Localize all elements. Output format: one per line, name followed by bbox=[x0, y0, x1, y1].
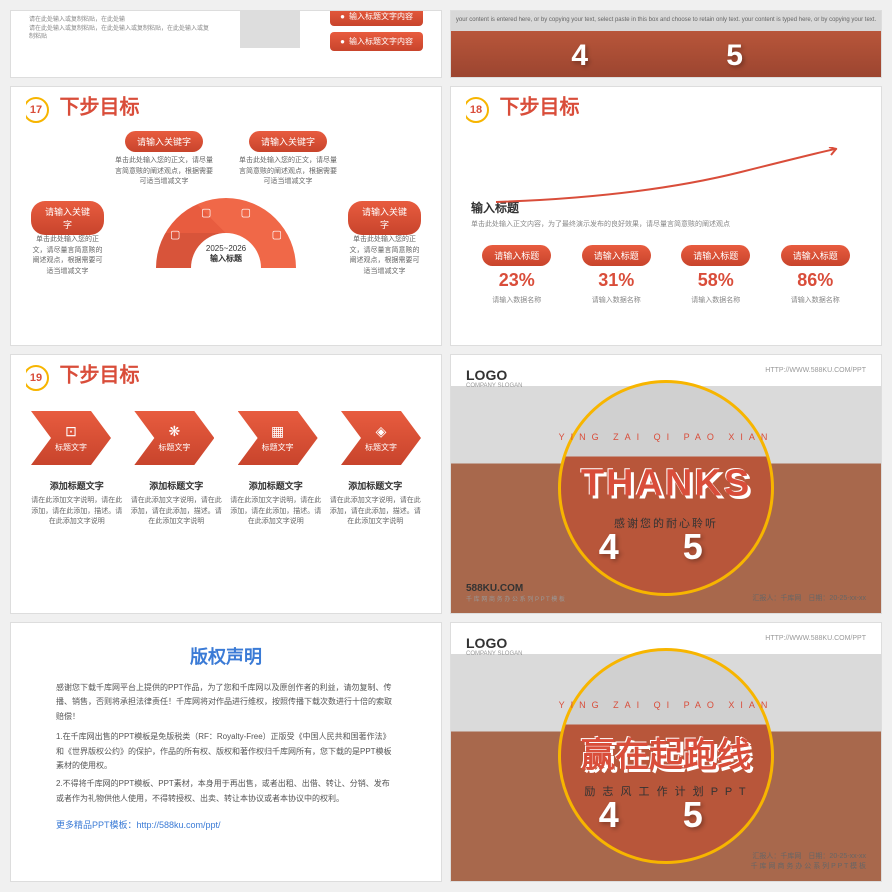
desc: 请在此处输入或复制粘贴，在此处输 bbox=[29, 17, 125, 23]
desc: 单击此处输入您的正文，请尽量言简意赅的阐述观点，根据需要可适当增减文字 bbox=[114, 156, 214, 188]
caption: your content is entered here, or by copy… bbox=[451, 17, 881, 25]
reporter: 汇报人：千库网 日期：20-25-xx-xx千 库 网 商 务 办 公 系 列 … bbox=[751, 851, 866, 871]
notice-link[interactable]: 更多精品PPT模板：http://588ku.com/ppt/ bbox=[11, 818, 441, 831]
col-1: 添加标题文字请在此添加文字说明，请在此添加，请在此添加，描述。请在此添加文字说明 bbox=[31, 479, 123, 528]
chevron-2: ❋标题文字 bbox=[134, 411, 214, 465]
slide-19: 19 下步目标 ⊡标题文字 ❋标题文字 ▦标题文字 ◈标题文字 添加标题文字请在… bbox=[10, 354, 442, 614]
col-3: 添加标题文字请在此添加文字说明，请在此添加，请在此添加，描述。请在此添加文字说明 bbox=[230, 479, 322, 528]
slide-badge: 18 bbox=[463, 97, 489, 123]
button-1[interactable]: ● 输入标题文字内容 bbox=[330, 10, 423, 26]
logo: LOGOCOMPANY SLOGAN bbox=[466, 367, 522, 389]
col-4: 请输入关键字 单击此处输入您的正文，请尽量言简意赅的阐述观点，根据需要可适当增减… bbox=[348, 131, 421, 277]
col-1: 请输入关键字 单击此处输入您的正文，请尽量言简意赅的阐述观点，根据需要可适当增减… bbox=[31, 131, 104, 277]
pill: 请输入关键字 bbox=[31, 201, 104, 235]
logo: LOGOCOMPANY SLOGAN bbox=[466, 635, 522, 657]
pinyin: YING ZAI QI PAO XIAN bbox=[559, 700, 774, 710]
desc: 单击此处输入您的正文，请尽量言简意赅的阐述观点，根据需要可适当增减文字 bbox=[348, 235, 421, 277]
thanks-sub: 感谢您的耐心聆听 bbox=[614, 515, 718, 531]
lane-num: 5 bbox=[726, 39, 743, 73]
slide-15-partial: 请在此处输入或复制粘贴，在此处输 请在此处输入或复制粘贴，在此处输入或复制粘贴，… bbox=[10, 10, 442, 78]
desc: 单击此处输入您的正文，请尽量言简意赅的阐述观点，根据需要可适当增减文字 bbox=[31, 235, 104, 277]
desc: 单击此处输入您的正文，请尽量言简意赅的阐述观点，根据需要可适当增减文字 bbox=[238, 156, 338, 188]
lane-num: 4 bbox=[571, 39, 588, 73]
stat-2: 请输入标题31%请输入数据名称 bbox=[571, 245, 663, 305]
stat-4: 请输入标题86%请输入数据名称 bbox=[770, 245, 862, 305]
stat-1: 请输入标题23%请输入数据名称 bbox=[471, 245, 563, 305]
slide-thanks: LOGOCOMPANY SLOGAN HTTP://WWW.588KU.COM/… bbox=[450, 354, 882, 614]
pinyin: YING ZAI QI PAO XIAN bbox=[559, 432, 774, 442]
slide-title: 下步目标 bbox=[59, 365, 139, 387]
notice-p3: 2.不得将千库网的PPT模板、PPT素材，本身用于再出售，或者出租、出借、转让、… bbox=[11, 777, 441, 806]
image-placeholder bbox=[240, 10, 300, 48]
reporter: 汇报人：千库网 日期：20-25-xx-xx bbox=[752, 593, 866, 603]
pill: 请输入关键字 bbox=[125, 131, 203, 152]
slide-title: 下步目标 bbox=[59, 97, 139, 119]
notice-title: 版权声明 bbox=[11, 643, 441, 669]
pill: 请输入关键字 bbox=[348, 201, 421, 235]
slide-17: 17 下步目标 请输入关键字 单击此处输入您的正文，请尽量言简意赅的阐述观点，根… bbox=[10, 86, 442, 346]
notice-p1: 感谢您下载千库网平台上提供的PPT作品，为了您和千库网以及原创作者的利益，请勿复… bbox=[11, 681, 441, 724]
ku-brand: 588KU.COM千 库 网 商 务 办 公 系 列 P P T 模 板 bbox=[466, 583, 565, 603]
notice-p2: 1.在千库网出售的PPT模板是免版税类（RF：Royalty-Free）正版受《… bbox=[11, 730, 441, 773]
desc: 请在此处输入或复制粘贴，在此处输入或复制粘贴，在此处输入或复制粘贴 bbox=[29, 26, 209, 40]
slide-badge: 19 bbox=[23, 365, 49, 391]
chevron-4: ◈标题文字 bbox=[341, 411, 421, 465]
col-2: 添加标题文字请在此添加文字说明，请在此添加，请在此添加，描述。请在此添加文字说明 bbox=[131, 479, 223, 528]
semi-label: 2025~2026输入标题 bbox=[206, 244, 246, 263]
pill: 请输入关键字 bbox=[249, 131, 327, 152]
slide-cover: LOGOCOMPANY SLOGAN HTTP://WWW.588KU.COM/… bbox=[450, 622, 882, 882]
stat-3: 请输入标题58%请输入数据名称 bbox=[670, 245, 762, 305]
button-2[interactable]: ● 输入标题文字内容 bbox=[330, 32, 423, 51]
cover-sub: 励 志 风 工 作 计 划 P P T bbox=[584, 783, 747, 799]
curve-chart bbox=[491, 147, 841, 207]
chevron-1: ⊡标题文字 bbox=[31, 411, 111, 465]
thanks-text: THANKS bbox=[581, 463, 751, 506]
col-4: 添加标题文字请在此添加文字说明，请在此添加，请在此添加，描述。请在此添加文字说明 bbox=[330, 479, 422, 528]
url: HTTP://WWW.588KU.COM/PPT bbox=[765, 367, 866, 374]
slide-badge: 17 bbox=[23, 97, 49, 123]
url: HTTP://WWW.588KU.COM/PPT bbox=[765, 635, 866, 642]
slide-notice: 版权声明 感谢您下载千库网平台上提供的PPT作品，为了您和千库网以及原创作者的利… bbox=[10, 622, 442, 882]
cover-text: 赢在起跑线 bbox=[581, 728, 751, 777]
slide-grid: 请在此处输入或复制粘贴，在此处输 请在此处输入或复制粘贴，在此处输入或复制粘贴，… bbox=[10, 10, 882, 882]
slide-18: 18 下步目标 输入标题 单击此处输入正文内容，为了最终演示发布的良好效果，请尽… bbox=[450, 86, 882, 346]
subheading: 单击此处输入正文内容，为了最终演示发布的良好效果，请尽量言简意赅的阐述观点 bbox=[471, 219, 861, 229]
slide-title: 下步目标 bbox=[499, 97, 579, 119]
semi-chart: ▢ ▢ ▢ ▢ 2025~2026输入标题 bbox=[156, 198, 296, 268]
slide-16-partial: your content is entered here, or by copy… bbox=[450, 10, 882, 78]
chevron-3: ▦标题文字 bbox=[238, 411, 318, 465]
